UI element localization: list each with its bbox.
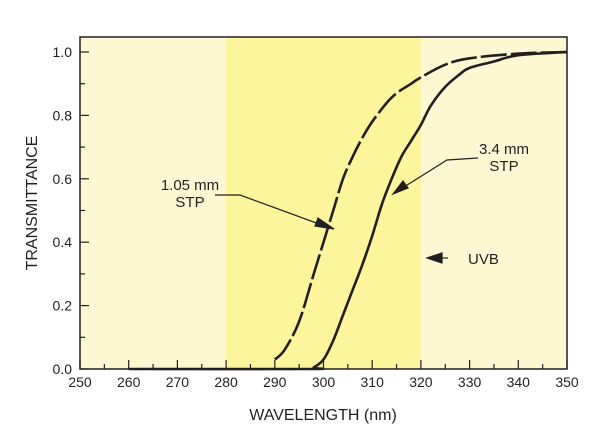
annotation-3-4mm: 3.4 mm — [479, 141, 529, 158]
series-line-2 — [128, 50, 568, 371]
x-tick-label: 350 — [555, 374, 579, 390]
annotation-3-4mm-stp: STP — [489, 158, 518, 175]
y-tick-label: 0.0 — [53, 361, 73, 377]
x-tick-label: 330 — [458, 374, 482, 390]
x-axis-label: WAVELENGTH (nm) — [249, 407, 397, 424]
series-line-1 — [273, 50, 568, 361]
annotation-1-05mm: 1.05 mm — [161, 177, 219, 194]
x-tick-label: 310 — [361, 374, 385, 390]
y-tick-label: 0.6 — [53, 171, 73, 187]
x-tick-label: 290 — [263, 374, 287, 390]
x-tick-label: 300 — [312, 374, 336, 390]
arrow-head-uvb — [425, 252, 443, 264]
x-tick-label: 280 — [214, 374, 238, 390]
y-axis-label: TRANSMITTANCE — [24, 136, 41, 271]
arrow-1-05mm — [215, 194, 331, 229]
arrow-3-4mm — [395, 157, 479, 193]
x-tick-label: 250 — [68, 374, 92, 390]
band-250-280 — [80, 37, 227, 369]
annotation-uvb: UVB — [468, 251, 499, 268]
arrow-head-1-05mm — [314, 217, 335, 230]
band-320-350 — [420, 37, 567, 369]
annotation-1-05mm-stp: STP — [175, 194, 204, 211]
band-280-320 — [226, 37, 421, 369]
y-tick-label: 0.2 — [53, 298, 73, 314]
y-tick-label: 0.8 — [53, 107, 73, 123]
x-tick-label: 320 — [409, 374, 433, 390]
x-tick-label: 260 — [117, 374, 141, 390]
y-tick-label: 0.4 — [53, 234, 73, 250]
x-tick-label: 270 — [166, 374, 190, 390]
arrow-head-3-4mm — [391, 179, 409, 196]
y-tick-label: 1.0 — [53, 44, 73, 60]
x-tick-label: 340 — [507, 374, 531, 390]
